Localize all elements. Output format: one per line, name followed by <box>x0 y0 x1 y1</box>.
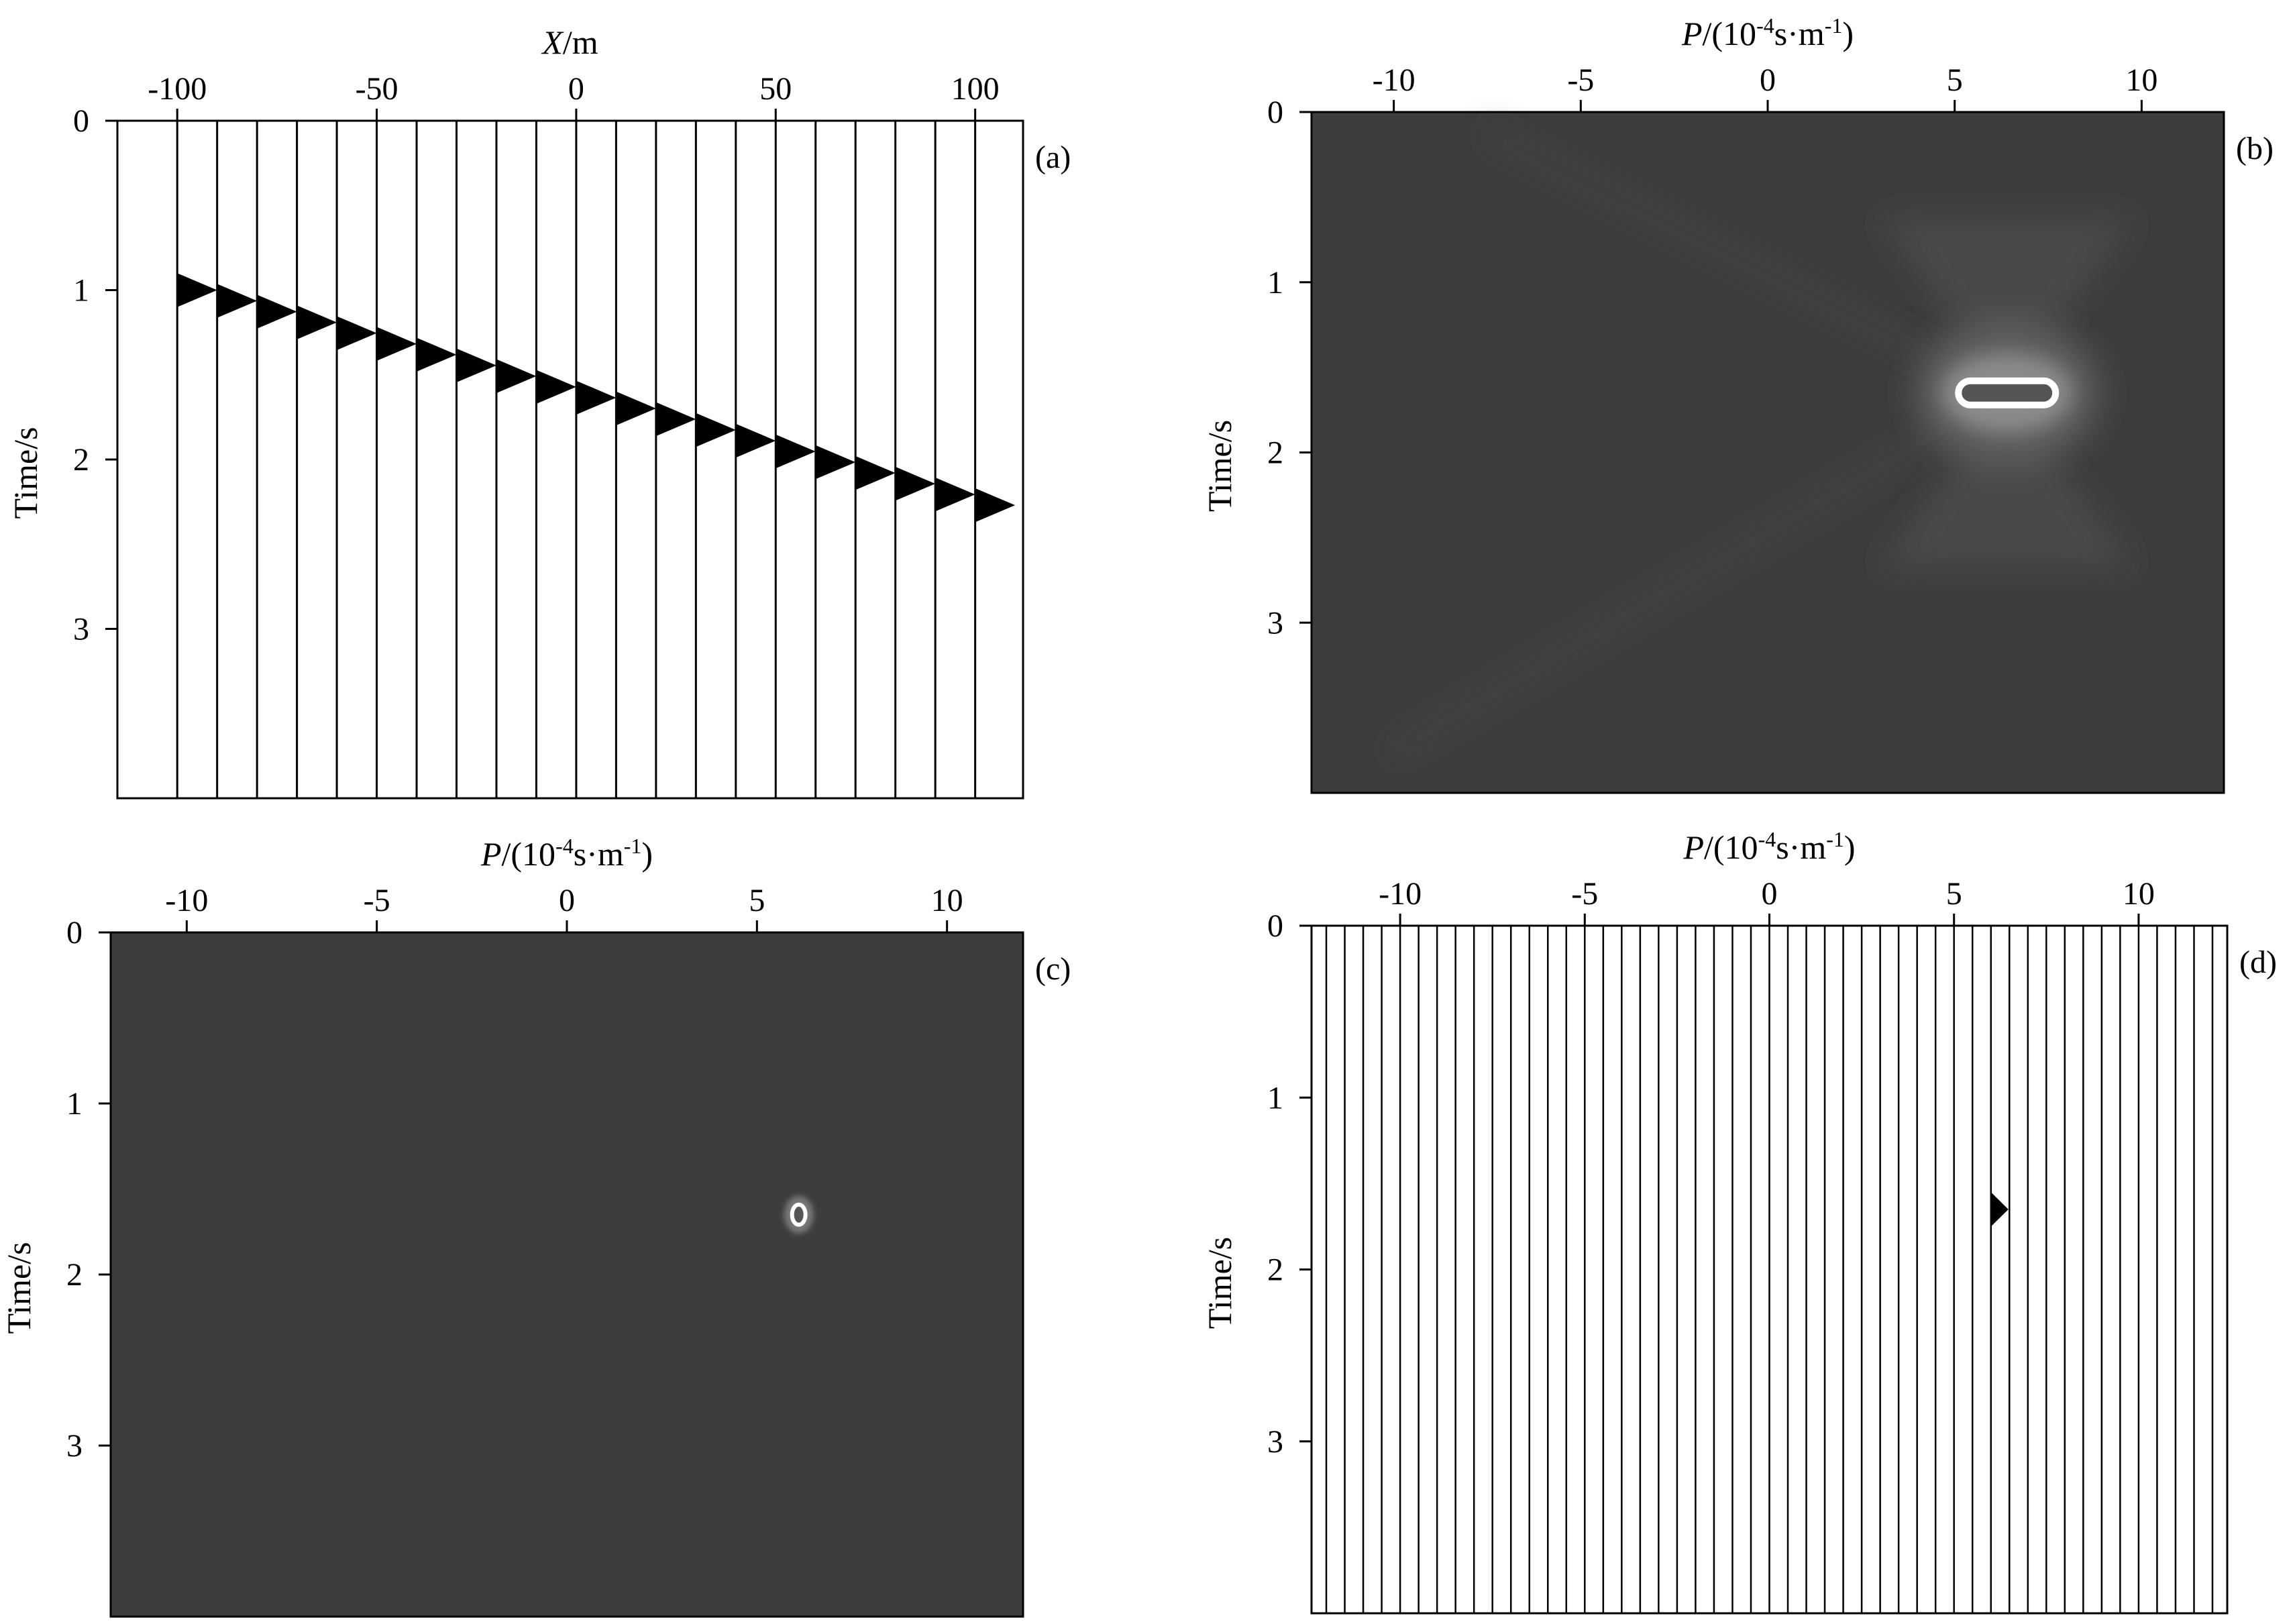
x-tick-label: -10 <box>1379 876 1422 912</box>
trace-event-wavelet <box>735 423 776 458</box>
energy-fan-upper <box>1880 218 2134 393</box>
panel-c-image <box>111 932 1023 1617</box>
trace-event-wavelet <box>576 380 617 415</box>
panel-b-label: (b) <box>2236 131 2274 166</box>
panel-c-y-axis-title: Time/s <box>0 1242 38 1334</box>
y-tick-label: 1 <box>1267 1080 1283 1116</box>
trace-event-wavelet <box>217 284 258 318</box>
panel-b-x-axis-title: P/(10-4s·m-1) <box>1681 13 1854 52</box>
trace-event-wavelet <box>337 316 377 350</box>
trace-event-wavelet <box>815 445 856 480</box>
panel-a-y-ticks: 0 1 2 3 <box>73 103 117 647</box>
trace-event-wavelet <box>496 359 537 394</box>
trace-event-wavelet <box>456 348 496 382</box>
panel-a-x-ticks: -100 -50 0 50 100 <box>148 71 1000 121</box>
x-tick-label: 10 <box>2125 62 2157 98</box>
heatmap-background <box>111 932 1023 1617</box>
panel-c-x-axis-title: P/(10-4s·m-1) <box>480 834 653 873</box>
panel-d-x-ticks: -10 -5 0 5 10 <box>1379 876 2155 926</box>
trace-event-wavelet <box>536 370 576 404</box>
focus-point <box>790 1202 808 1227</box>
y-tick-label: 1 <box>1267 265 1283 301</box>
panel-d-y-axis-title: Time/s <box>1201 1237 1238 1329</box>
energy-fan-lower <box>1880 392 2134 567</box>
panel-a-wiggle-plot: -100 -50 0 50 100 0 1 2 3 X/m Time/s (a) <box>7 23 1071 800</box>
panel-b-y-axis-title: Time/s <box>1201 420 1238 512</box>
y-tick-label: 3 <box>1267 1424 1283 1460</box>
x-tick-label: -10 <box>165 883 208 918</box>
y-tick-label: 0 <box>73 103 89 139</box>
heatmap-background <box>1312 112 2224 793</box>
trace-event-wavelet <box>297 305 337 339</box>
panel-b-heatmap: -10 -5 0 5 10 0 1 2 3 P/(10-4s·m-1) Time/s (b) <box>1201 13 2274 794</box>
y-tick-label: 3 <box>73 612 89 647</box>
y-tick-label: 2 <box>66 1257 83 1293</box>
x-tick-label: -5 <box>364 883 390 918</box>
y-tick-label: 0 <box>1267 908 1283 944</box>
x-tick-label: -5 <box>1571 876 1598 912</box>
panel-a-y-axis-title: Time/s <box>7 427 44 519</box>
energy-focus-peak <box>1955 377 2060 409</box>
smear-line <box>1483 127 2009 397</box>
x-tick-label: 5 <box>749 883 765 918</box>
panel-c-heatmap: -10 -5 0 5 10 0 1 2 3 P/(10-4s·m-1) Time/s (c) <box>0 834 1071 1618</box>
x-tick-label: -50 <box>356 71 398 107</box>
trace-event-wavelet <box>655 402 696 437</box>
y-tick-label: 2 <box>1267 1252 1283 1288</box>
y-tick-label: 0 <box>66 915 83 951</box>
x-tick-label: 10 <box>2123 876 2155 912</box>
trace-event-wavelet <box>895 466 936 501</box>
x-tick-label: 0 <box>1762 876 1778 912</box>
x-tick-label: -10 <box>1373 62 1416 98</box>
panel-a-frame <box>116 119 1024 800</box>
x-tick-label: -5 <box>1567 62 1594 98</box>
trace-event-wavelet <box>177 273 217 307</box>
y-tick-label: 0 <box>1267 95 1283 130</box>
panel-c-label: (c) <box>1035 951 1071 987</box>
y-tick-label: 1 <box>66 1086 83 1122</box>
trace-event-wavelet <box>1990 1192 2009 1227</box>
x-tick-label: 0 <box>559 883 575 918</box>
panel-c-x-ticks: -10 -5 0 5 10 <box>165 883 963 932</box>
y-tick-label: 2 <box>73 442 89 478</box>
y-tick-label: 2 <box>1267 435 1283 471</box>
trace-event-wavelet <box>376 327 417 361</box>
panel-c-y-ticks: 0 1 2 3 <box>66 915 111 1464</box>
panel-b-image <box>1312 112 2224 793</box>
panel-d-wiggle-plot: -10 -5 0 5 10 0 1 2 3 P/(10-4s·m-1) Time/s (d) <box>1201 827 2277 1615</box>
y-tick-label: 1 <box>73 273 89 309</box>
trace-event-wavelet <box>855 455 896 490</box>
trace-event-wavelet <box>935 477 975 512</box>
panel-b-y-ticks: 0 1 2 3 <box>1267 95 1312 641</box>
panel-d-y-ticks: 0 1 2 3 <box>1267 908 1312 1460</box>
panel-d-x-axis-title: P/(10-4s·m-1) <box>1683 827 1855 866</box>
x-tick-label: 0 <box>1760 62 1776 98</box>
panel-a-traces <box>176 121 1016 798</box>
panel-b-x-ticks: -10 -5 0 5 10 <box>1373 62 2157 112</box>
x-tick-label: 5 <box>1947 62 1963 98</box>
x-tick-label: 0 <box>568 71 584 107</box>
panel-d-traces <box>1325 926 2214 1613</box>
trace-event-wavelet <box>257 294 297 329</box>
trace-event-wavelet <box>776 434 816 469</box>
smear-line <box>1389 388 2010 757</box>
panel-d-label: (d) <box>2239 944 2277 980</box>
trace-event-wavelet <box>417 337 457 372</box>
x-tick-label: 5 <box>1946 876 1962 912</box>
trace-event-wavelet <box>975 488 1016 523</box>
y-tick-label: 3 <box>1267 605 1283 641</box>
panel-a-x-axis-title: X/m <box>541 23 598 61</box>
y-tick-label: 3 <box>66 1428 83 1464</box>
x-tick-label: 100 <box>951 71 1000 107</box>
trace-event-wavelet <box>616 391 656 426</box>
trace-event-wavelet <box>696 413 736 447</box>
x-tick-label: 50 <box>759 71 792 107</box>
x-tick-label: 10 <box>931 883 963 918</box>
x-tick-label: -100 <box>148 71 207 107</box>
panel-a-label: (a) <box>1035 140 1071 175</box>
